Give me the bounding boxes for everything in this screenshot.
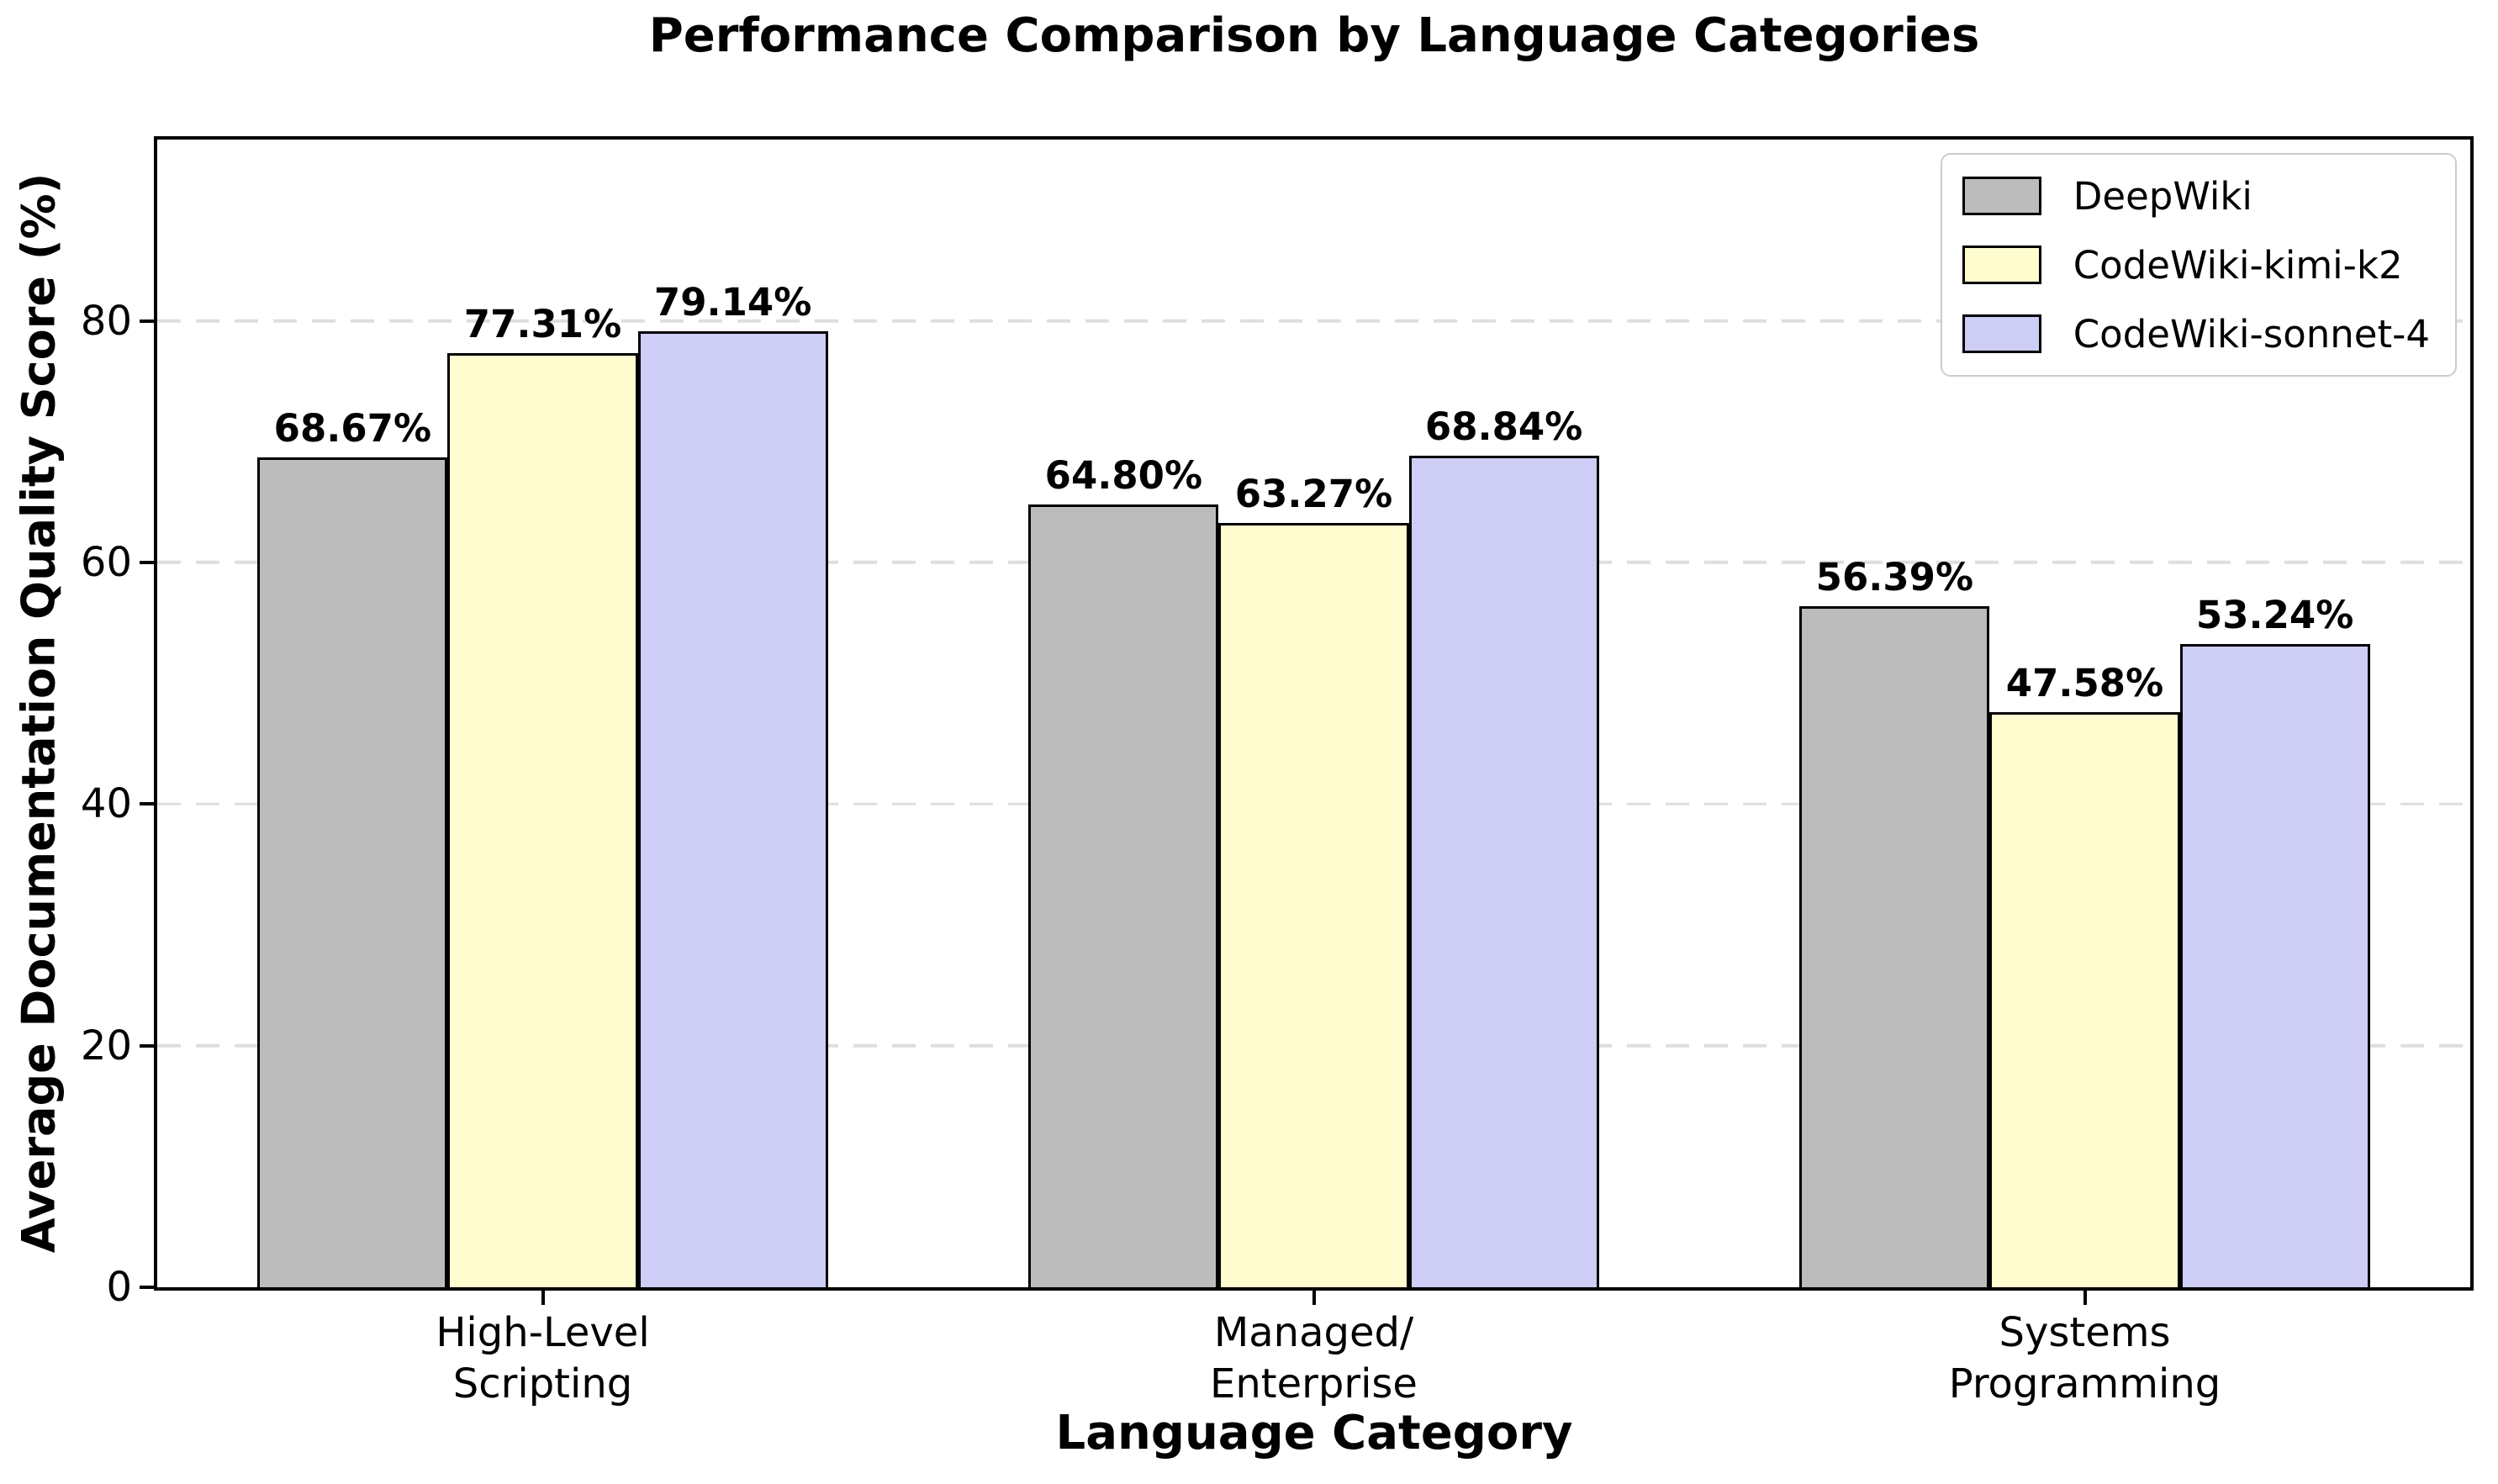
gridline-80 bbox=[157, 319, 2470, 323]
category-label-2: Systems Programming bbox=[1948, 1309, 2221, 1407]
bar-value-label-CodeWiki-kimi-k2-1: 63.27% bbox=[1234, 471, 1393, 516]
ytick-mark-40 bbox=[140, 802, 154, 806]
plot-area: DeepWiki CodeWiki-kimi-k2 CodeWiki-sonne… bbox=[81, 136, 2474, 1407]
ytick-mark-80 bbox=[140, 319, 154, 323]
ytick-label-80: 80 bbox=[80, 297, 132, 345]
bar-CodeWiki-sonnet-4-0 bbox=[637, 330, 828, 1287]
xtick-mark-2 bbox=[2083, 1291, 2087, 1305]
ytick-label-40: 40 bbox=[80, 780, 132, 828]
legend-label-codewiki-kimi-k2: CodeWiki-kimi-k2 bbox=[2073, 242, 2403, 288]
bar-value-label-CodeWiki-sonnet-4-0: 79.14% bbox=[653, 279, 812, 325]
xtick-mark-1 bbox=[1312, 1291, 1316, 1305]
xtick-mark-0 bbox=[541, 1291, 545, 1305]
bar-CodeWiki-kimi-k2-0 bbox=[447, 353, 638, 1287]
category-label-0: High-Level Scripting bbox=[436, 1309, 650, 1407]
ytick-mark-60 bbox=[140, 560, 154, 564]
legend: DeepWiki CodeWiki-kimi-k2 CodeWiki-sonne… bbox=[1940, 153, 2457, 377]
bar-DeepWiki-0 bbox=[257, 457, 448, 1287]
legend-item-deepwiki: DeepWiki bbox=[1962, 177, 2430, 215]
bar-value-label-DeepWiki-2: 56.39% bbox=[1815, 554, 1974, 599]
bar-value-label-DeepWiki-1: 64.80% bbox=[1044, 452, 1203, 498]
bar-CodeWiki-kimi-k2-1 bbox=[1218, 522, 1409, 1287]
ytick-mark-20 bbox=[140, 1043, 154, 1048]
legend-swatch-codewiki-sonnet-4 bbox=[1962, 314, 2041, 353]
legend-swatch-deepwiki bbox=[1962, 177, 2041, 215]
ytick-label-20: 20 bbox=[80, 1022, 132, 1069]
category-label-1: Managed/ Enterprise bbox=[1210, 1309, 1418, 1407]
legend-item-codewiki-sonnet-4: CodeWiki-sonnet-4 bbox=[1962, 314, 2430, 353]
bar-value-label-DeepWiki-0: 68.67% bbox=[273, 406, 432, 452]
legend-swatch-codewiki-kimi-k2 bbox=[1962, 246, 2041, 284]
bar-CodeWiki-kimi-k2-2 bbox=[1989, 712, 2180, 1287]
bar-value-label-CodeWiki-sonnet-4-1: 68.84% bbox=[1424, 404, 1583, 449]
y-axis-label: Average Documentation Quality Score (%) bbox=[12, 172, 66, 1254]
ytick-label-0: 0 bbox=[106, 1264, 132, 1311]
chart-title: Performance Comparison by Language Categ… bbox=[648, 8, 1980, 63]
bar-CodeWiki-sonnet-4-1 bbox=[1408, 455, 1599, 1287]
ytick-label-60: 60 bbox=[80, 538, 132, 586]
bar-value-label-CodeWiki-kimi-k2-2: 47.58% bbox=[2005, 661, 2164, 706]
bar-DeepWiki-1 bbox=[1028, 504, 1219, 1287]
legend-item-codewiki-kimi-k2: CodeWiki-kimi-k2 bbox=[1962, 246, 2430, 284]
bar-value-label-CodeWiki-sonnet-4-2: 53.24% bbox=[2195, 593, 2354, 638]
x-axis-label: Language Category bbox=[1055, 1406, 1573, 1460]
bar-CodeWiki-sonnet-4-2 bbox=[2179, 644, 2370, 1287]
bar-DeepWiki-2 bbox=[1799, 605, 1990, 1287]
legend-label-codewiki-sonnet-4: CodeWiki-sonnet-4 bbox=[2073, 311, 2430, 356]
bar-value-label-CodeWiki-kimi-k2-0: 77.31% bbox=[463, 302, 622, 347]
ytick-mark-0 bbox=[140, 1286, 154, 1289]
legend-label-deepwiki: DeepWiki bbox=[2073, 173, 2252, 219]
